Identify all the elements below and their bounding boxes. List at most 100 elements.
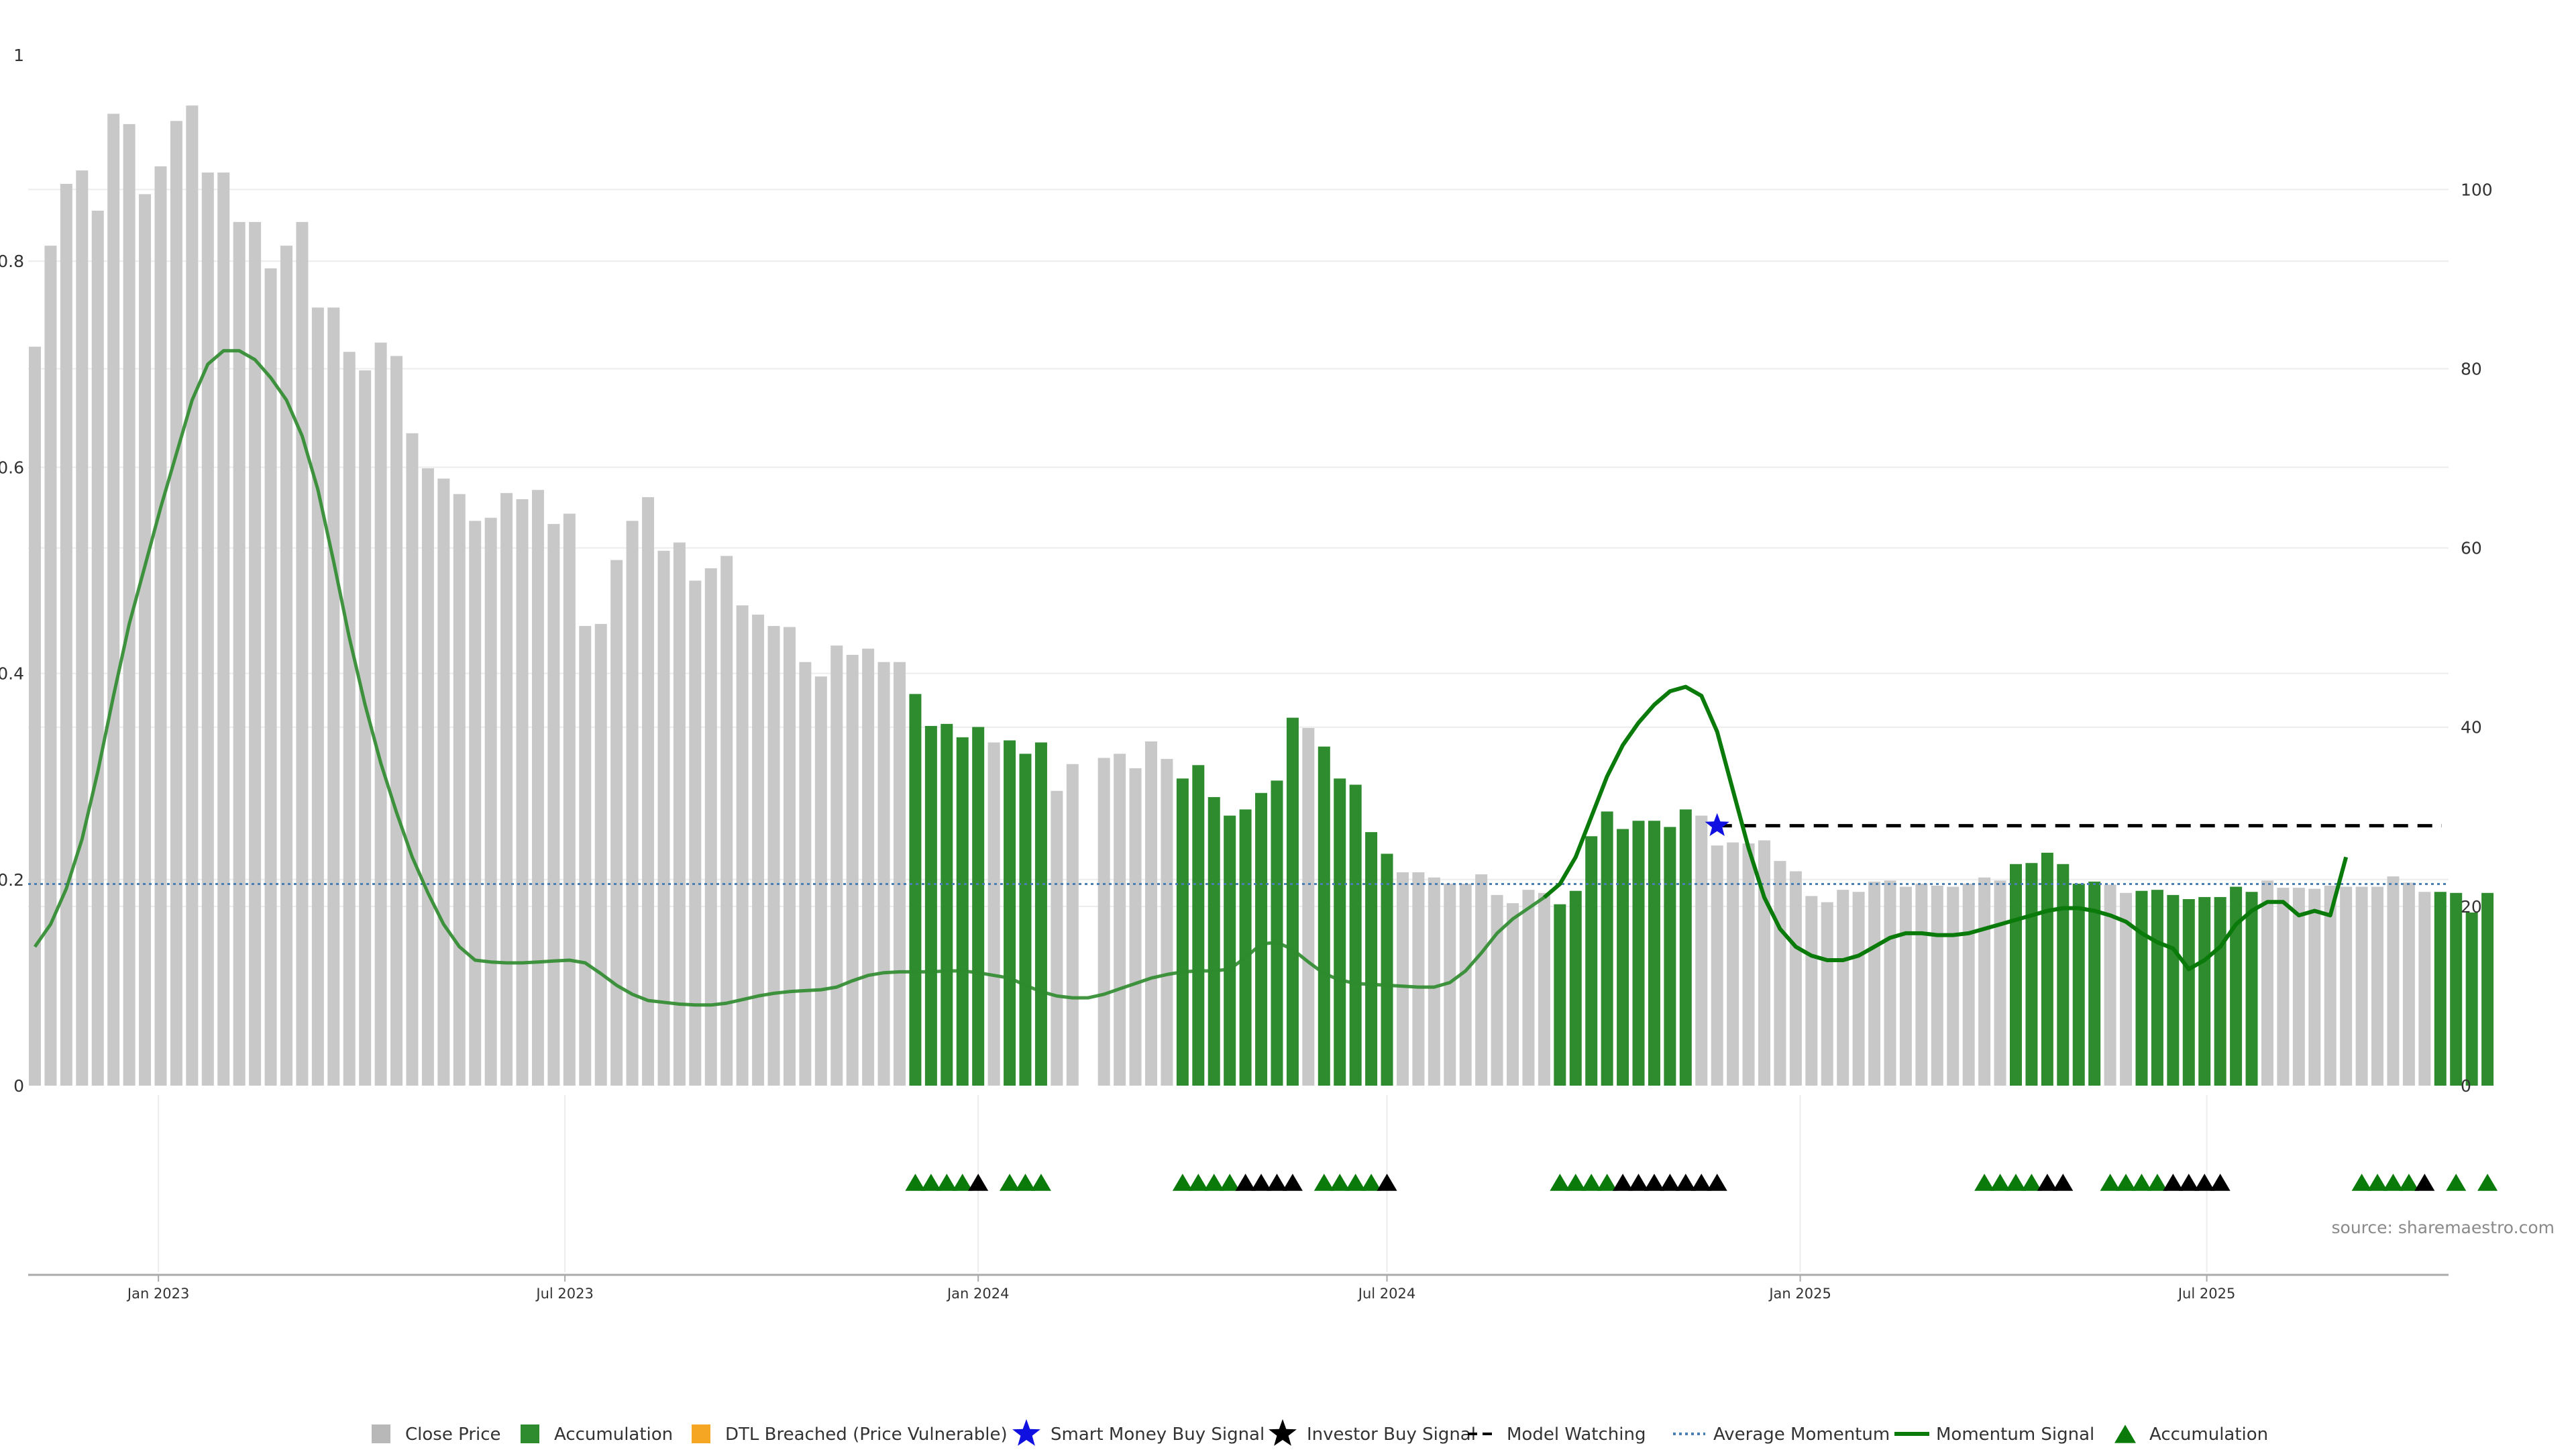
investor-buy-marker [1613,1174,1633,1191]
smart-money-signal-star [1705,813,1729,836]
accumulation-marker [2367,1174,2388,1191]
accumulation-marker [1565,1174,1586,1191]
accumulation-bar [1192,765,1205,1086]
accumulation-bar [2167,894,2180,1086]
right-axis-tick-label: 100 [2461,180,2493,199]
close-price-bar [783,627,796,1086]
accumulation-bar [2465,912,2478,1086]
accumulation-marker [2021,1174,2042,1191]
investor-buy-marker [968,1174,989,1191]
investor-buy-marker [1660,1174,1680,1191]
close-price-bar [547,523,560,1086]
accumulation-marker [1172,1174,1193,1191]
accumulation-marker [2100,1174,2121,1191]
investor-buy-marker [2414,1174,2435,1191]
investor-buy-marker [2194,1174,2215,1191]
legend-swatch [521,1424,539,1443]
accumulation-marker [1974,1174,1995,1191]
close-price-bar [830,645,843,1086]
close-price-bar [139,194,152,1086]
accumulation-bar [2481,892,2494,1086]
accumulation-marker [1030,1174,1051,1191]
right-axis-tick-label: 80 [2461,359,2482,378]
close-price-bar [987,742,1000,1086]
axes-layer: 0 0.2 0.4 0.6 0.8 1 0 20 40 60 80 100 Jan 2023 Jul 20… [0,46,2493,1302]
close-price-bar [1695,815,1708,1086]
close-price-bar [1144,741,1157,1086]
accumulation-bar [2025,863,2038,1086]
close-price-bar [2402,882,2415,1086]
right-axis-tick-label: 20 [2461,897,2482,917]
investor-buy-marker [1377,1174,1397,1191]
accumulation-marker [920,1174,941,1191]
accumulation-marker [2383,1174,2404,1191]
accumulation-marker [1015,1174,1036,1191]
close-price-bar [1522,890,1535,1086]
legend-item: Model Watching [1468,1424,1646,1445]
x-axis-tick-label: Jul 2024 [1357,1286,1415,1302]
left-axis-tick-label: 0.8 [0,252,24,271]
close-price-bar [2340,886,2353,1086]
legend-label: Accumulation [554,1424,673,1445]
accumulation-bar [1349,784,1362,1086]
close-price-bar [60,184,72,1086]
close-price-bar [1051,790,1063,1086]
legend-item: Accumulation [521,1424,673,1445]
accumulation-marker [1203,1174,1224,1191]
close-price-bar [846,654,859,1086]
close-price-bar [1805,896,1818,1086]
investor-buy-marker [2210,1174,2231,1191]
close-price-bar [594,623,607,1086]
accumulation-bar [2135,890,2148,1086]
legend-item: Smart Money Buy Signal [1012,1419,1265,1446]
accumulation-marker [1000,1174,1020,1191]
close-price-bar [327,307,340,1086]
investor-buy-marker [1235,1174,1256,1191]
accumulation-bar [1034,742,1047,1086]
accumulation-bar [1286,717,1299,1086]
accumulation-bar [2198,896,2211,1086]
close-price-bar [264,268,277,1086]
accumulation-bar [2057,864,2070,1086]
bars-layer [29,105,2494,1086]
close-price-bar [1428,877,1440,1086]
close-price-bar [1947,886,1960,1086]
legend: Close Price Accumulation DTL Breached (Pri… [372,1419,2268,1446]
close-price-bar [421,468,434,1086]
close-price-bar [296,221,309,1086]
investor-buy-marker [2037,1174,2057,1191]
accumulation-marker [1581,1174,1602,1191]
legend-label: Average Momentum [1713,1424,1890,1445]
accumulation-bar [1601,811,1613,1086]
close-price-bar [1491,894,1503,1086]
close-price-bar [1994,880,2006,1086]
close-price-bar [406,433,419,1086]
legend-star-icon [1012,1419,1040,1446]
accumulation-marker [1990,1174,2010,1191]
close-price-bar [2418,892,2431,1086]
close-price-bar [186,105,199,1086]
legend-swatch [692,1424,710,1443]
right-axis-tick-label: 0 [2461,1076,2471,1096]
close-price-bar [736,605,749,1086]
close-price-bar [1789,871,1802,1086]
close-price-bar [814,676,827,1086]
accumulation-bar [2230,886,2243,1086]
legend-star-icon [1269,1419,1297,1446]
close-price-bar [1915,883,1928,1086]
close-price-bar [76,170,89,1086]
accumulation-bar [1334,778,1346,1086]
close-price-bar [767,625,780,1086]
investor-buy-marker [1644,1174,1664,1191]
x-axis-tick-label: Jan 2025 [1768,1286,1831,1302]
legend-item: DTL Breached (Price Vulnerable) [692,1424,1008,1445]
accumulation-bar [2434,892,2447,1086]
close-price-bar [1742,843,1755,1086]
investor-buy-marker [1691,1174,1712,1191]
accumulation-bar [2450,892,2463,1086]
accumulation-bar [1664,827,1676,1086]
close-price-bar [657,550,670,1086]
close-price-bar [1538,892,1550,1086]
right-axis-tick-label: 40 [2461,718,2482,737]
accumulation-marker [1220,1174,1240,1191]
